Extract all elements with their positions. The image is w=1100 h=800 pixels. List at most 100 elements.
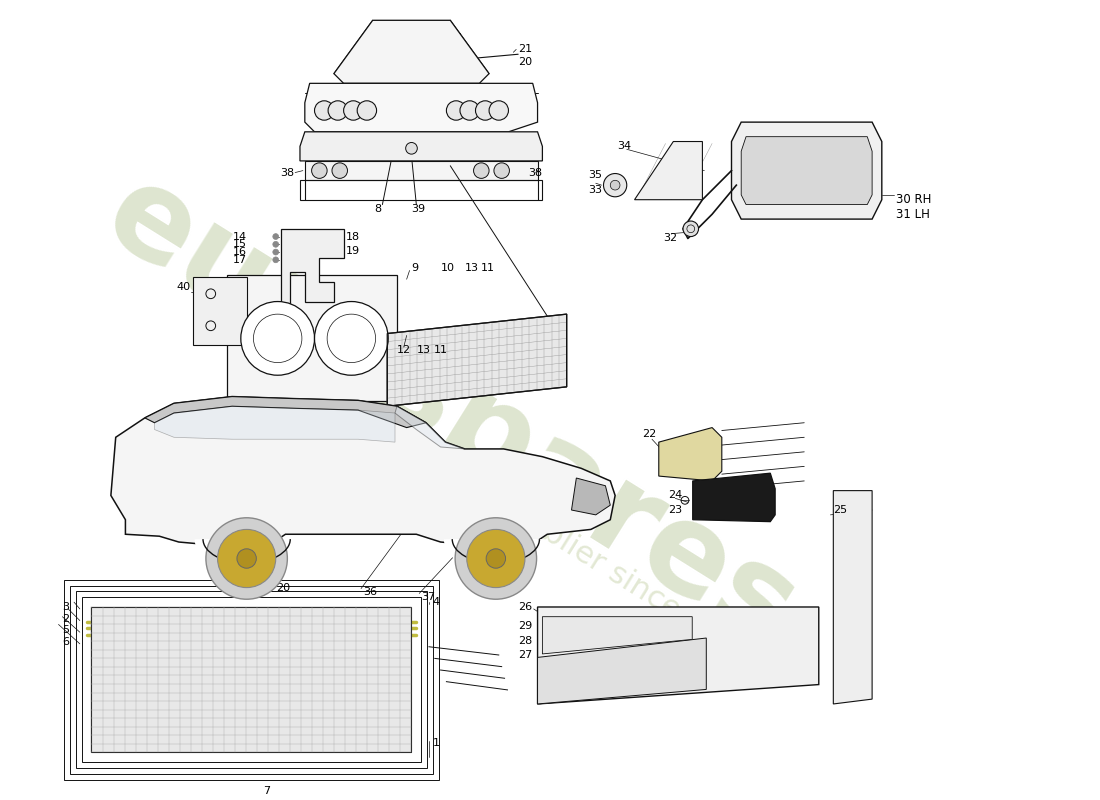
Polygon shape bbox=[145, 397, 426, 427]
Polygon shape bbox=[693, 473, 776, 522]
Bar bbox=[76, 591, 427, 768]
Text: 7: 7 bbox=[263, 786, 271, 796]
Polygon shape bbox=[111, 397, 615, 546]
Polygon shape bbox=[387, 314, 566, 406]
Text: 37: 37 bbox=[421, 592, 436, 602]
Bar bbox=[91, 607, 411, 753]
Bar bbox=[363, 33, 460, 47]
Text: 11: 11 bbox=[433, 345, 448, 355]
Bar bbox=[300, 180, 542, 200]
Circle shape bbox=[273, 249, 278, 255]
Text: 26: 26 bbox=[518, 602, 532, 612]
Circle shape bbox=[343, 101, 363, 120]
Polygon shape bbox=[732, 122, 882, 219]
Circle shape bbox=[206, 518, 287, 599]
Bar bbox=[70, 586, 432, 774]
Text: 32: 32 bbox=[663, 234, 678, 243]
Circle shape bbox=[241, 302, 315, 375]
Bar bbox=[319, 137, 359, 156]
Text: 36: 36 bbox=[363, 587, 377, 598]
Polygon shape bbox=[280, 229, 343, 316]
Polygon shape bbox=[305, 83, 538, 132]
Text: 13: 13 bbox=[416, 345, 430, 355]
Circle shape bbox=[273, 257, 278, 262]
Text: 29: 29 bbox=[518, 622, 532, 631]
Text: 20: 20 bbox=[518, 57, 532, 67]
Polygon shape bbox=[228, 275, 397, 402]
Polygon shape bbox=[659, 427, 722, 481]
Circle shape bbox=[273, 234, 278, 239]
Circle shape bbox=[236, 549, 256, 568]
Text: 39: 39 bbox=[411, 205, 426, 214]
Text: 2: 2 bbox=[63, 614, 69, 624]
Circle shape bbox=[328, 101, 348, 120]
Polygon shape bbox=[741, 137, 872, 205]
Circle shape bbox=[315, 302, 388, 375]
Polygon shape bbox=[834, 490, 872, 704]
Bar bbox=[375, 95, 468, 124]
Polygon shape bbox=[154, 406, 395, 442]
Text: 1: 1 bbox=[432, 738, 440, 748]
Bar bbox=[484, 137, 522, 156]
Text: 31 LH: 31 LH bbox=[896, 208, 931, 221]
Polygon shape bbox=[572, 478, 610, 515]
Polygon shape bbox=[542, 617, 692, 654]
Circle shape bbox=[683, 221, 698, 237]
Circle shape bbox=[447, 101, 465, 120]
Bar bbox=[81, 598, 421, 762]
Text: 33: 33 bbox=[588, 185, 602, 195]
Text: 30 RH: 30 RH bbox=[896, 194, 932, 206]
Text: 38: 38 bbox=[528, 167, 542, 178]
Text: a parts supplier since 1985: a parts supplier since 1985 bbox=[393, 426, 760, 671]
Text: V8: V8 bbox=[722, 491, 746, 510]
Text: 15: 15 bbox=[232, 239, 246, 250]
Text: 24: 24 bbox=[669, 490, 683, 501]
Text: 28: 28 bbox=[518, 636, 532, 646]
Text: eurospares: eurospares bbox=[84, 152, 817, 674]
Circle shape bbox=[455, 518, 537, 599]
Circle shape bbox=[273, 242, 278, 247]
Text: 27: 27 bbox=[518, 650, 532, 661]
Text: 11: 11 bbox=[482, 262, 495, 273]
Circle shape bbox=[460, 101, 480, 120]
Text: 4: 4 bbox=[432, 597, 440, 607]
Circle shape bbox=[466, 530, 525, 587]
Text: 38: 38 bbox=[280, 167, 295, 178]
Circle shape bbox=[218, 530, 276, 587]
Polygon shape bbox=[305, 161, 538, 180]
Circle shape bbox=[490, 101, 508, 120]
Circle shape bbox=[358, 101, 376, 120]
Circle shape bbox=[315, 101, 334, 120]
Text: 35: 35 bbox=[588, 170, 602, 181]
Polygon shape bbox=[395, 406, 465, 449]
Text: 16: 16 bbox=[232, 247, 246, 257]
Polygon shape bbox=[300, 132, 542, 161]
Circle shape bbox=[604, 174, 627, 197]
Circle shape bbox=[486, 549, 506, 568]
Text: 25: 25 bbox=[834, 505, 847, 515]
Bar bbox=[64, 580, 439, 780]
Polygon shape bbox=[635, 142, 703, 200]
Circle shape bbox=[311, 163, 327, 178]
Text: 5: 5 bbox=[63, 626, 69, 635]
Text: 20: 20 bbox=[276, 582, 290, 593]
Circle shape bbox=[610, 180, 620, 190]
Circle shape bbox=[332, 163, 348, 178]
Text: 14: 14 bbox=[232, 231, 246, 242]
Circle shape bbox=[474, 163, 490, 178]
Text: 10: 10 bbox=[441, 262, 454, 273]
Bar bbox=[194, 278, 246, 345]
Circle shape bbox=[475, 101, 495, 120]
Circle shape bbox=[494, 163, 509, 178]
Text: 3: 3 bbox=[63, 602, 69, 612]
Polygon shape bbox=[334, 20, 490, 83]
Text: 19: 19 bbox=[345, 246, 360, 256]
Text: 17: 17 bbox=[232, 255, 246, 265]
Text: 21: 21 bbox=[518, 44, 532, 54]
Text: 22: 22 bbox=[642, 430, 657, 439]
Text: 40: 40 bbox=[177, 282, 191, 292]
Text: 13: 13 bbox=[465, 262, 478, 273]
Circle shape bbox=[406, 142, 417, 154]
Text: 18: 18 bbox=[345, 231, 360, 242]
Text: 34: 34 bbox=[617, 142, 631, 151]
